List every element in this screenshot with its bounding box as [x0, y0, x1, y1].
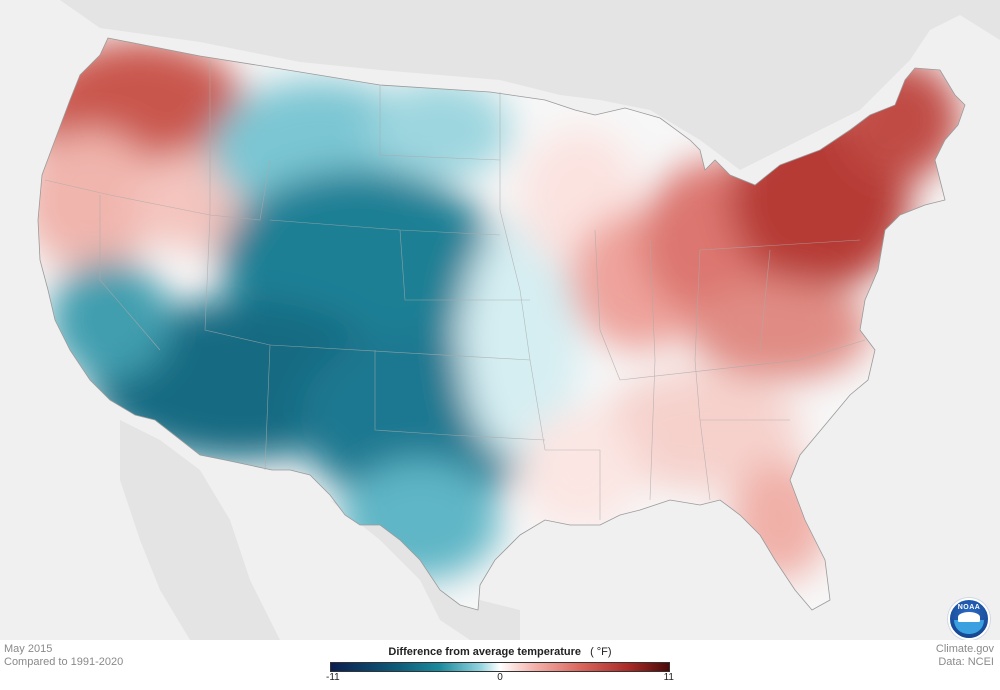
legend-tick-mid: 0 [497, 672, 503, 683]
legend-tick-min: -11 [326, 672, 340, 683]
color-legend: Difference from average temperature ( °F… [326, 646, 674, 684]
us-outline [37, 37, 966, 611]
legend-color-bar [330, 662, 670, 672]
legend-unit: ( °F) [590, 646, 612, 658]
state-borders [44, 60, 866, 520]
legend-title: Difference from average temperature ( °F… [330, 646, 670, 659]
credit-label: Climate.gov [935, 643, 994, 655]
legend-ticks: -11 0 11 [326, 672, 674, 684]
map-caption: May 2015 Compared to 1991-2020 [4, 643, 123, 669]
legend-tick-max: 11 [663, 672, 674, 683]
map-canvas [0, 0, 1000, 640]
map-footer: May 2015 Compared to 1991-2020 Differenc… [0, 640, 1000, 690]
period-label: May 2015 [4, 643, 53, 655]
baseline-label: Compared to 1991-2020 [4, 656, 124, 668]
noaa-logo-icon: NOAA [948, 598, 990, 640]
temperature-anomaly-map: NOAA [0, 0, 1000, 640]
map-credits: Climate.gov Data: NCEI [936, 643, 994, 669]
data-source-label: Data: NCEI [938, 656, 994, 668]
legend-title-text: Difference from average temperature [388, 646, 581, 658]
